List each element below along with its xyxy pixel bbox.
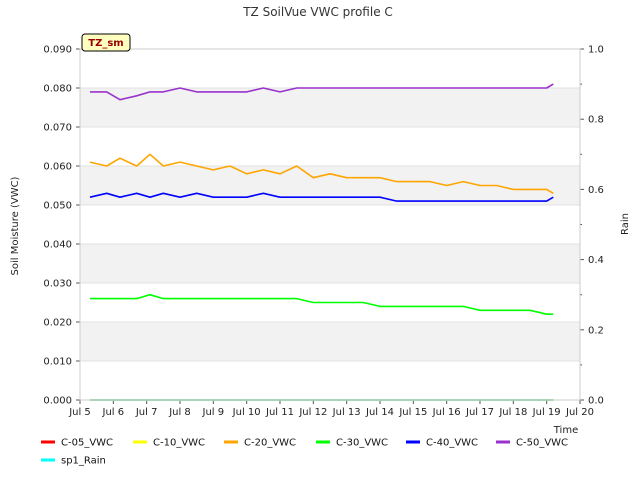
legend-label: C-20_VWC bbox=[244, 438, 296, 449]
y-tick-label: 0.040 bbox=[43, 240, 72, 251]
x-tick-label: Jul 14 bbox=[365, 407, 394, 418]
series-line bbox=[90, 83, 554, 101]
y-tick-label: 0.000 bbox=[43, 396, 72, 407]
svg-text:TZ_sm: TZ_sm bbox=[88, 38, 123, 49]
y2-tick-label: 1.0 bbox=[588, 45, 604, 56]
y-tick-label: 0.070 bbox=[43, 123, 72, 134]
y-tick-label: 0.060 bbox=[43, 162, 72, 173]
y-tick-label: 0.080 bbox=[43, 84, 72, 95]
x-tick-label: Jul 13 bbox=[332, 407, 361, 418]
x-tick-label: Jul 11 bbox=[265, 407, 294, 418]
x-tick-label: Jul 16 bbox=[432, 407, 461, 418]
plot-frame bbox=[79, 48, 581, 401]
x-tick-label: Jul 18 bbox=[498, 407, 527, 418]
x-tick-label: Jul 12 bbox=[298, 407, 327, 418]
x-tick-label: Jul 9 bbox=[202, 407, 225, 418]
y2-tick-label: 0.8 bbox=[588, 115, 604, 126]
x-tick-label: Jul 5 bbox=[68, 407, 91, 418]
y-axis-left: 0.000 0.010 0.020 0.030 0.040 0.050 0.060 0.070… bbox=[43, 45, 80, 407]
chart-title: TZ SoilVue VWC profile C bbox=[242, 5, 393, 19]
y-tick-label: 0.020 bbox=[43, 318, 72, 329]
grid-band bbox=[80, 166, 580, 205]
grid-band bbox=[80, 244, 580, 283]
legend-label: C-50_VWC bbox=[516, 438, 568, 449]
grid-band bbox=[80, 322, 580, 361]
station-badge: TZ_sm bbox=[81, 33, 131, 52]
x-tick-label: Jul 8 bbox=[168, 407, 191, 418]
legend-label: C-05_VWC bbox=[61, 438, 113, 449]
x-axis: Jul 5 Jul 6 Jul 7 Jul 8 Jul 9 Jul 10 Jul 11 Jul… bbox=[68, 400, 594, 418]
grid-band bbox=[80, 88, 580, 127]
legend-label: C-10_VWC bbox=[153, 438, 205, 449]
y2-tick-label: 0.4 bbox=[588, 255, 604, 266]
legend: C-05_VWC C-10_VWC C-20_VWC C-30_VWC C-40_VWC… bbox=[41, 438, 568, 467]
y-tick-label: 0.010 bbox=[43, 357, 72, 368]
y-axis-label: Soil Moisture (VWC) bbox=[10, 176, 21, 275]
x-axis-label: Time bbox=[553, 425, 578, 436]
legend-label: C-30_VWC bbox=[336, 438, 388, 449]
legend-label: sp1_Rain bbox=[61, 456, 106, 467]
legend-label: C-40_VWC bbox=[426, 438, 478, 449]
series-line bbox=[90, 293, 554, 316]
series-line bbox=[89, 192, 554, 202]
y-tick-label: 0.030 bbox=[43, 279, 72, 290]
y2-tick-label: 0.6 bbox=[588, 185, 604, 196]
x-tick-label: Jul 19 bbox=[532, 407, 561, 418]
x-tick-label: Jul 20 bbox=[565, 407, 594, 418]
y2-tick-label: 0.0 bbox=[588, 396, 604, 407]
y-tick-label: 0.090 bbox=[43, 45, 72, 56]
y2-axis-label: Rain bbox=[620, 213, 631, 235]
x-tick-label: Jul 15 bbox=[398, 407, 427, 418]
x-tick-label: Jul 10 bbox=[232, 407, 261, 418]
y-axis-right: 0.0 0.2 0.4 0.6 0.8 1.0 bbox=[580, 45, 604, 407]
y2-tick-label: 0.2 bbox=[588, 325, 604, 336]
x-tick-label: Jul 17 bbox=[465, 407, 494, 418]
y-tick-label: 0.050 bbox=[43, 201, 72, 212]
x-tick-label: Jul 6 bbox=[102, 407, 125, 418]
series-line bbox=[89, 153, 554, 194]
x-tick-label: Jul 7 bbox=[135, 407, 158, 418]
